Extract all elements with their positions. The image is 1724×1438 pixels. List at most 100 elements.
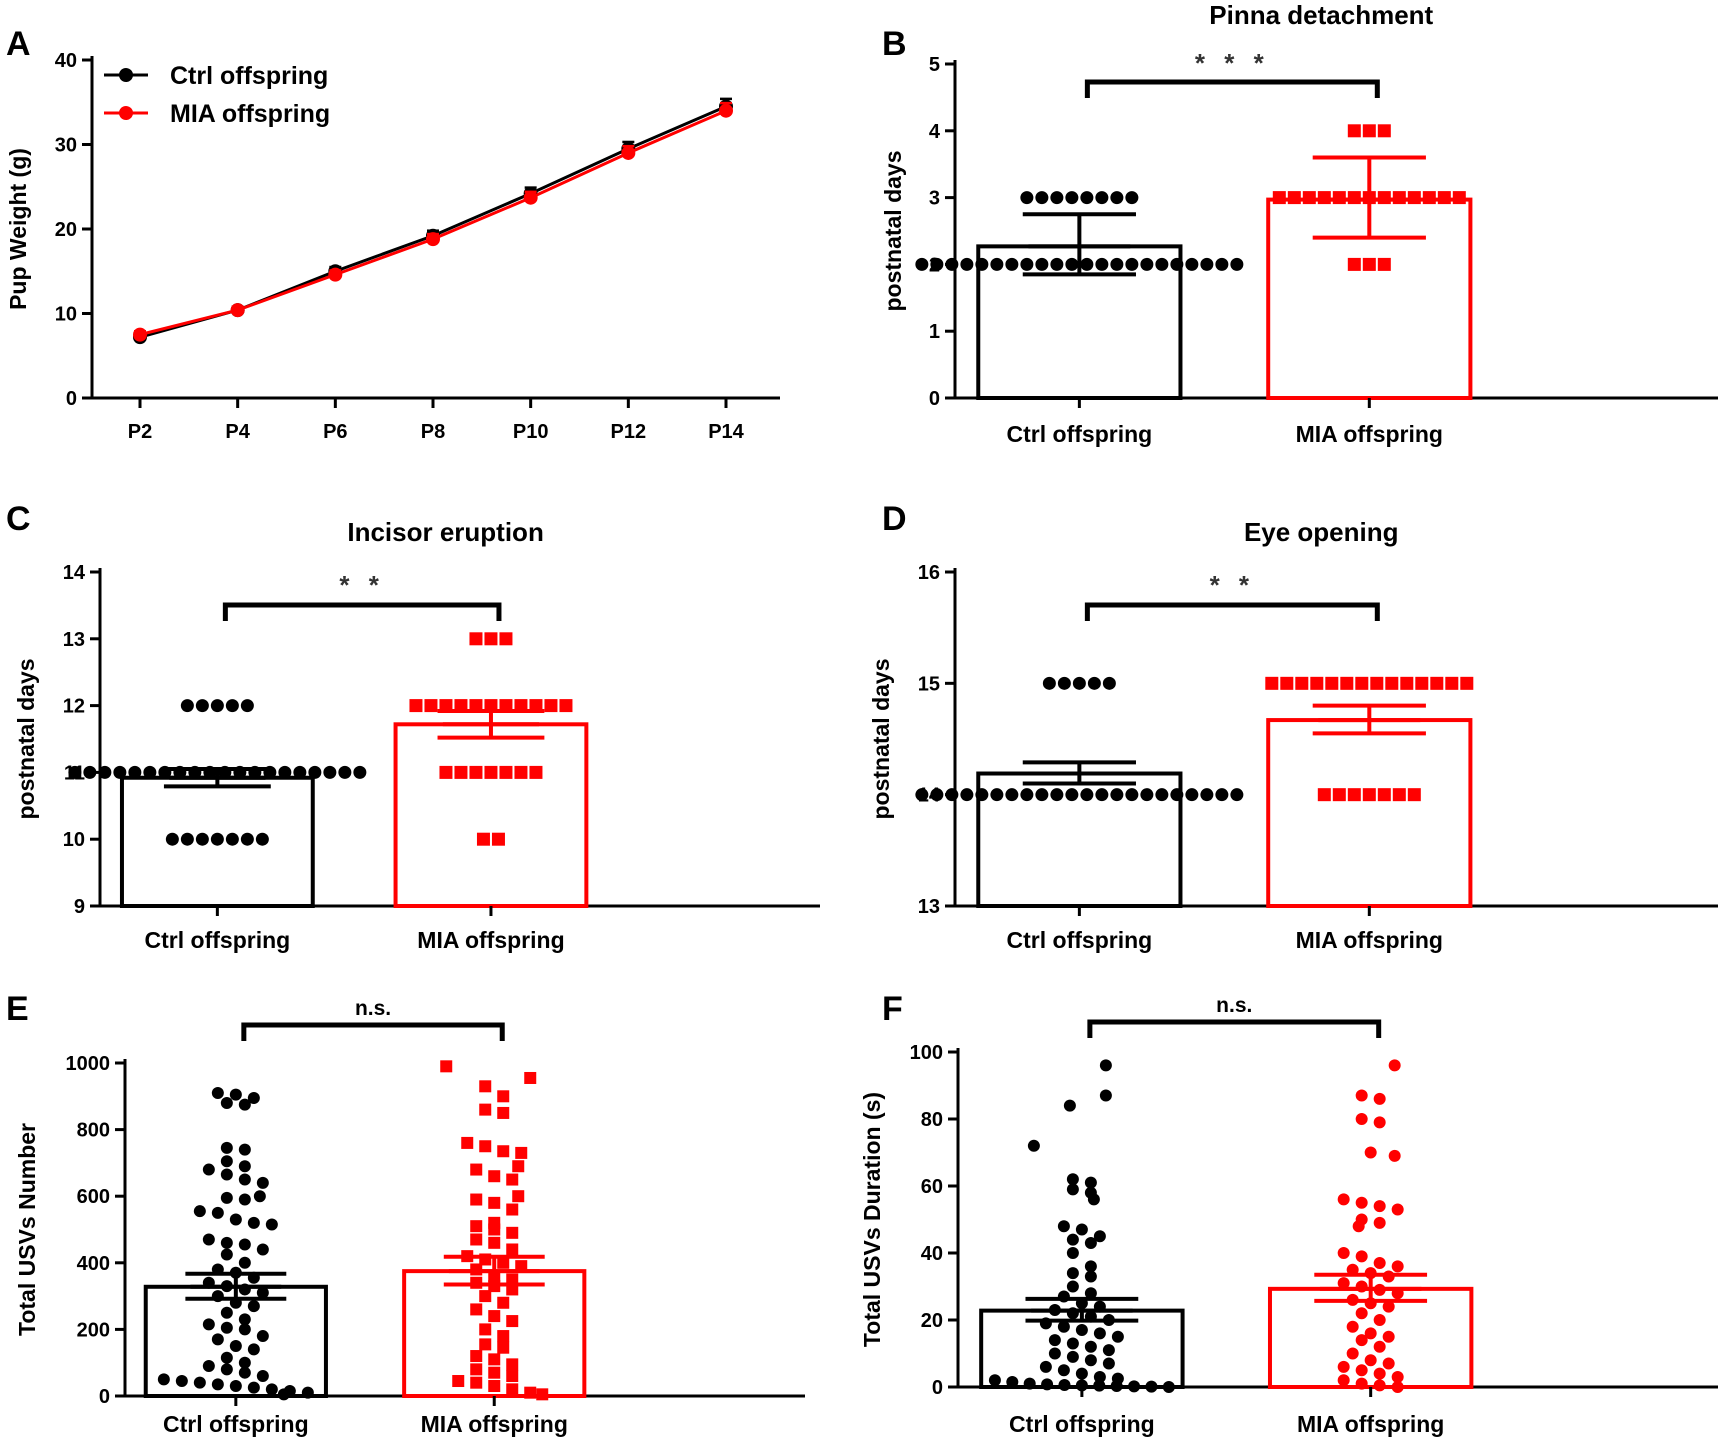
panel-letter: A [6,25,31,63]
data-point [1407,788,1421,802]
data-point [1362,788,1376,802]
data-point [1272,191,1286,205]
data-point [497,1296,510,1309]
data-point [1437,191,1451,205]
series-mia [133,101,733,342]
data-point [1048,1347,1061,1360]
data-point [256,1243,269,1256]
data-point [1373,1340,1386,1353]
data-point [1392,191,1406,205]
data-point [225,832,239,846]
data-point [439,765,453,779]
bracket-line [1084,602,1380,621]
data-point [238,1098,251,1111]
data-point [469,699,483,713]
data-point [1355,1334,1368,1347]
data-point [470,1350,483,1363]
data-point [1084,1287,1097,1300]
data-point [195,699,209,713]
data-point [1295,676,1309,690]
y-tick-label: 4 [929,121,941,143]
data-point [328,267,343,282]
data-point [308,765,322,779]
data-point [1317,788,1331,802]
y-tick-label: 14 [63,562,86,584]
data-point [175,1375,188,1388]
data-point [497,1090,510,1103]
data-point [479,1290,492,1303]
data-point [461,1136,474,1149]
series-ctrl [143,1086,328,1401]
data-point [202,1233,215,1246]
significance-label: n.s. [355,997,391,1020]
x-category-label: Ctrl offspring [163,1411,309,1437]
data-point [1388,1149,1401,1162]
data-point [488,1353,501,1366]
data-point [220,1168,233,1181]
data-point [253,1190,266,1203]
significance-label: n.s. [1216,994,1252,1017]
data-point [1102,676,1116,690]
data-point [353,765,367,779]
data-point [469,632,483,646]
data-point [1140,788,1154,802]
data-point [1347,257,1361,271]
bar [393,722,589,909]
data-point [128,765,142,779]
data-point [1332,191,1346,205]
data-point [1027,1139,1040,1152]
data-point [719,103,733,118]
data-point [1445,676,1459,690]
data-point [409,699,423,713]
data-point [220,1306,233,1319]
data-point [1005,257,1019,271]
data-point [1230,788,1244,802]
data-point [1452,191,1466,205]
data-point [945,788,959,802]
data-point [1065,257,1079,271]
series-mia [393,632,589,909]
data-point [238,1160,251,1173]
data-point [1377,788,1391,802]
data-point [1302,191,1316,205]
data-point [1200,788,1214,802]
data-point [1075,1223,1088,1236]
data-point [1020,191,1034,205]
significance-label: * * [1210,570,1255,600]
data-point [479,1338,492,1351]
x-category-label: Ctrl offspring [1009,1411,1155,1437]
data-point [1364,1354,1377,1367]
data-point [529,699,543,713]
data-point [1020,788,1034,802]
data-point [1058,1378,1071,1391]
data-point [1102,1357,1115,1370]
data-point [915,788,929,802]
data-point [1370,676,1384,690]
x-category-label: Ctrl offspring [1007,421,1153,447]
y-tick-label: 1000 [66,1053,111,1075]
data-point [621,145,636,160]
data-point [1385,676,1399,690]
data-point [497,1330,510,1343]
data-point [1084,1340,1097,1353]
data-point [143,765,157,779]
data-point [1080,191,1094,205]
data-point [220,1191,233,1204]
y-tick-label: 40 [55,50,77,72]
data-point [157,1373,170,1386]
data-point [1093,1327,1106,1340]
data-point [1391,1203,1404,1216]
data-point [220,1155,233,1168]
y-axis-label: Pup Weight (g) [5,148,31,310]
data-point [240,832,254,846]
data-point [497,1145,510,1158]
data-point [1102,1344,1115,1357]
data-point [1140,257,1154,271]
data-point [1050,257,1064,271]
data-point [454,765,468,779]
data-point [1084,1176,1097,1189]
data-point [512,1190,525,1203]
data-point [499,765,513,779]
data-point [1095,257,1109,271]
data-point [497,1106,510,1119]
